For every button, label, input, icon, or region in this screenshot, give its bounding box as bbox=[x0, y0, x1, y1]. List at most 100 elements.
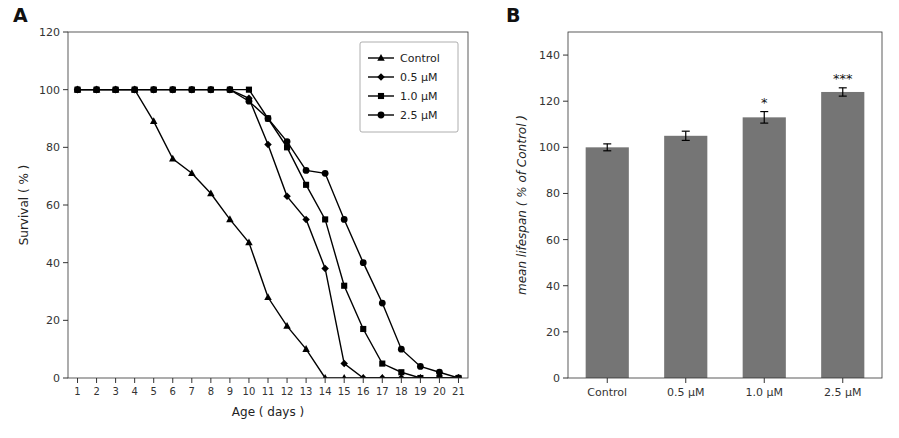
y-tick bbox=[563, 378, 568, 379]
legend-label: 1.0 μM bbox=[400, 90, 437, 103]
error-bar-cap bbox=[760, 111, 768, 112]
x-axis-label: Age ( days ) bbox=[232, 405, 304, 419]
series-marker bbox=[265, 115, 272, 122]
x-tick-label: 13 bbox=[300, 386, 313, 397]
x-tick-label: 16 bbox=[357, 386, 370, 397]
series-marker bbox=[265, 115, 271, 121]
series-marker bbox=[379, 374, 386, 378]
series-marker bbox=[455, 375, 462, 378]
plot-area bbox=[586, 88, 865, 378]
series-marker bbox=[246, 87, 252, 93]
series-marker bbox=[207, 86, 214, 93]
panel-line: 020406080100120Survival ( % )A1234567891… bbox=[13, 4, 468, 419]
legend-label: Control bbox=[400, 52, 440, 65]
y-tick bbox=[563, 285, 568, 286]
series-marker bbox=[74, 87, 80, 93]
legend-swatch-marker bbox=[377, 73, 384, 80]
x-tick-label: 20 bbox=[433, 386, 446, 397]
series-marker bbox=[112, 86, 119, 93]
y-tick bbox=[563, 193, 568, 194]
series-marker bbox=[341, 283, 347, 289]
series-marker bbox=[74, 86, 81, 93]
series-marker bbox=[340, 374, 347, 378]
series-marker bbox=[283, 193, 290, 200]
series-marker bbox=[188, 86, 195, 93]
error-bar-cap bbox=[760, 123, 768, 124]
panel-title: A bbox=[13, 4, 28, 26]
series-marker bbox=[131, 86, 138, 93]
plot-frame bbox=[68, 32, 468, 378]
error-bar bbox=[682, 131, 690, 140]
series-marker bbox=[150, 86, 157, 93]
series-marker bbox=[379, 361, 385, 367]
x-tick bbox=[363, 378, 364, 383]
series-marker bbox=[417, 375, 423, 378]
y-tick bbox=[63, 89, 68, 90]
legend-box bbox=[360, 42, 458, 132]
x-tick bbox=[306, 378, 307, 383]
x-tick-label: 19 bbox=[414, 386, 427, 397]
x-tick bbox=[607, 378, 608, 383]
series-marker bbox=[150, 117, 157, 124]
x-tick bbox=[134, 378, 135, 383]
x-tick bbox=[382, 378, 383, 383]
series-marker bbox=[151, 87, 157, 93]
x-tick bbox=[439, 378, 440, 383]
y-tick-label: 60 bbox=[546, 234, 560, 247]
x-tick-label: 2 bbox=[93, 386, 99, 397]
x-tick bbox=[77, 378, 78, 383]
x-tick-label: 21 bbox=[452, 386, 465, 397]
series-marker bbox=[93, 86, 100, 93]
y-axis-label: Survival ( % ) bbox=[17, 165, 31, 246]
series-marker bbox=[93, 86, 100, 93]
x-tick bbox=[287, 378, 288, 383]
x-tick bbox=[153, 378, 154, 383]
y-tick-label: 0 bbox=[553, 372, 560, 385]
series-marker bbox=[246, 98, 253, 105]
series-marker bbox=[264, 141, 271, 148]
series-marker bbox=[207, 189, 214, 196]
x-tick bbox=[248, 378, 249, 383]
y-tick-label: 20 bbox=[46, 314, 60, 327]
series-marker bbox=[226, 86, 233, 93]
y-tick-label: 120 bbox=[539, 95, 560, 108]
series-marker bbox=[207, 86, 214, 93]
series-marker bbox=[284, 138, 291, 145]
error-bar-cap bbox=[682, 140, 690, 141]
y-tick-label: 140 bbox=[539, 49, 560, 62]
series-marker bbox=[245, 238, 252, 245]
y-tick bbox=[563, 101, 568, 102]
series-marker bbox=[131, 86, 138, 93]
series-marker bbox=[112, 86, 119, 93]
series-marker bbox=[398, 369, 404, 375]
error-bar-stem bbox=[842, 88, 843, 96]
series-line bbox=[78, 90, 459, 378]
error-bar-stem bbox=[607, 144, 608, 151]
x-tick bbox=[191, 378, 192, 383]
x-tick-label: 7 bbox=[189, 386, 195, 397]
series-marker bbox=[188, 169, 195, 176]
series-marker bbox=[379, 300, 386, 307]
x-tick bbox=[96, 378, 97, 383]
series-marker bbox=[455, 375, 461, 378]
y-tick-label: 40 bbox=[46, 257, 60, 270]
series-line bbox=[78, 90, 459, 378]
x-tick bbox=[325, 378, 326, 383]
series-marker bbox=[360, 326, 366, 332]
bar bbox=[586, 147, 629, 378]
x-tick-label: 1 bbox=[74, 386, 80, 397]
y-tick bbox=[63, 262, 68, 263]
series-marker bbox=[417, 374, 424, 378]
x-tick bbox=[401, 378, 402, 383]
series-marker bbox=[321, 265, 328, 272]
x-tick-label: 12 bbox=[281, 386, 294, 397]
bar bbox=[743, 117, 786, 378]
series-marker bbox=[189, 87, 195, 93]
error-bar-cap bbox=[603, 143, 611, 144]
series-marker bbox=[303, 182, 309, 188]
legend-swatch-marker bbox=[378, 112, 385, 119]
chart-canvas: 020406080100120Survival ( % )A1234567891… bbox=[0, 0, 899, 438]
legend: Control0.5 μM1.0 μM2.5 μM bbox=[360, 42, 458, 132]
series-marker bbox=[341, 216, 348, 223]
y-tick-label: 80 bbox=[546, 187, 560, 200]
